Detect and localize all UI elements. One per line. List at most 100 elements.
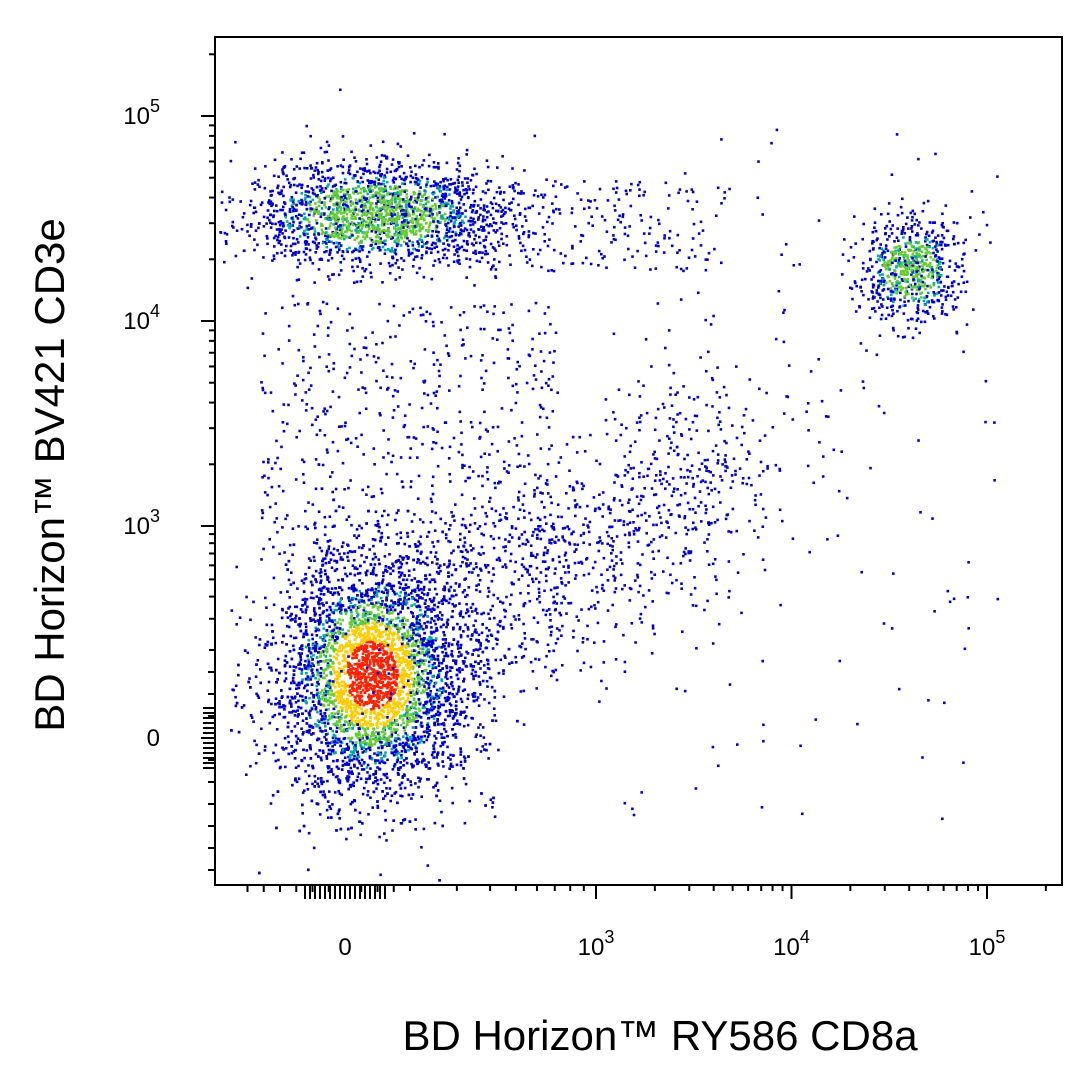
data-point-908 <box>457 688 460 691</box>
data-point-4367 <box>433 608 436 611</box>
data-point-3752 <box>411 719 414 723</box>
data-point-2970 <box>283 659 287 662</box>
data-point-1221 <box>406 673 409 676</box>
data-point-782 <box>448 711 452 714</box>
data-point-4422 <box>317 696 320 700</box>
data-point-172 <box>388 609 392 613</box>
data-point-4225 <box>382 659 385 663</box>
data-point-55 <box>367 654 370 658</box>
data-point-648 <box>300 670 304 673</box>
data-point-4353 <box>450 681 454 684</box>
data-point-4536 <box>397 752 401 755</box>
data-point-4631 <box>363 606 366 610</box>
data-point-322 <box>336 775 339 778</box>
data-point-159 <box>412 677 416 681</box>
data-point-4328 <box>319 581 322 585</box>
data-point-3241 <box>413 590 417 593</box>
data-point-4144 <box>324 572 327 576</box>
data-point-4754 <box>393 721 396 725</box>
data-point-3048 <box>407 743 411 746</box>
data-point-3443 <box>355 741 358 744</box>
data-point-707 <box>377 700 381 704</box>
data-point-776 <box>422 703 425 707</box>
data-point-4112 <box>304 645 308 649</box>
data-point-4153 <box>412 698 416 701</box>
data-point-4003 <box>422 679 425 682</box>
data-point-4327 <box>328 561 331 564</box>
data-point-1319 <box>388 779 392 782</box>
data-point-4292 <box>358 571 362 575</box>
data-point-3507 <box>474 735 478 739</box>
data-point-4881 <box>354 732 358 736</box>
data-point-4667 <box>405 707 409 710</box>
data-point-4201 <box>374 629 378 632</box>
data-point-931 <box>376 739 380 743</box>
data-point-1298 <box>461 560 464 564</box>
data-point-4729 <box>299 608 303 611</box>
data-point-3724 <box>380 622 383 626</box>
data-point-2878 <box>304 678 308 681</box>
data-point-1078 <box>262 547 265 551</box>
data-point-4769 <box>301 712 304 715</box>
data-point-4870 <box>294 620 297 623</box>
data-point-4362 <box>444 638 447 641</box>
data-point-4382 <box>361 622 364 625</box>
data-point-4254 <box>414 644 418 647</box>
data-point-332 <box>377 664 381 667</box>
data-point-4385 <box>410 604 413 607</box>
data-point-2914 <box>369 796 372 799</box>
data-point-901 <box>348 689 352 692</box>
data-point-126 <box>360 672 363 675</box>
data-point-387 <box>442 659 445 662</box>
data-point-3651 <box>405 737 408 740</box>
data-point-4847 <box>380 603 384 606</box>
data-point-155 <box>364 733 367 736</box>
data-point-3129 <box>446 714 450 718</box>
data-point-4969 <box>393 661 397 664</box>
data-point-135 <box>329 748 332 752</box>
data-point-1301 <box>366 771 369 774</box>
data-point-3206 <box>435 756 438 759</box>
data-point-4837 <box>430 600 434 604</box>
data-point-4197 <box>432 657 436 660</box>
data-point-3196 <box>403 674 407 677</box>
data-point-4326 <box>326 690 330 693</box>
data-point-3158 <box>330 768 333 771</box>
data-point-4753 <box>359 564 362 568</box>
data-point-4668 <box>344 657 347 660</box>
data-point-4203 <box>337 701 341 704</box>
data-point-4642 <box>437 601 441 604</box>
data-point-462 <box>442 765 445 768</box>
data-point-3948 <box>249 686 252 689</box>
data-point-44 <box>458 602 461 605</box>
data-point-4314 <box>401 648 404 652</box>
data-point-830 <box>309 596 313 600</box>
data-point-4678 <box>386 683 390 686</box>
data-point-4406 <box>410 747 413 751</box>
data-point-1025 <box>342 645 345 649</box>
data-point-3819 <box>328 805 331 808</box>
data-point-1052 <box>360 638 363 641</box>
data-point-3520 <box>291 676 295 680</box>
data-point-3997 <box>322 593 326 596</box>
data-point-757 <box>438 799 442 803</box>
data-point-889 <box>359 681 363 684</box>
data-point-4632 <box>397 616 400 620</box>
data-point-2848 <box>432 596 436 600</box>
data-point-3550 <box>354 748 357 752</box>
data-point-4360 <box>292 673 296 676</box>
data-point-4617 <box>331 644 334 648</box>
data-point-4701 <box>377 717 381 720</box>
data-point-3675 <box>333 743 337 746</box>
data-point-3933 <box>392 699 395 703</box>
data-point-861 <box>409 671 413 675</box>
data-point-3932 <box>319 579 323 582</box>
data-point-4131 <box>328 696 332 700</box>
data-point-138 <box>353 663 357 666</box>
data-point-35 <box>358 524 361 528</box>
data-point-813 <box>443 633 446 637</box>
data-point-4192 <box>319 790 322 794</box>
data-point-4759 <box>404 725 408 729</box>
data-point-3995 <box>358 696 361 699</box>
data-point-4515 <box>431 695 435 699</box>
